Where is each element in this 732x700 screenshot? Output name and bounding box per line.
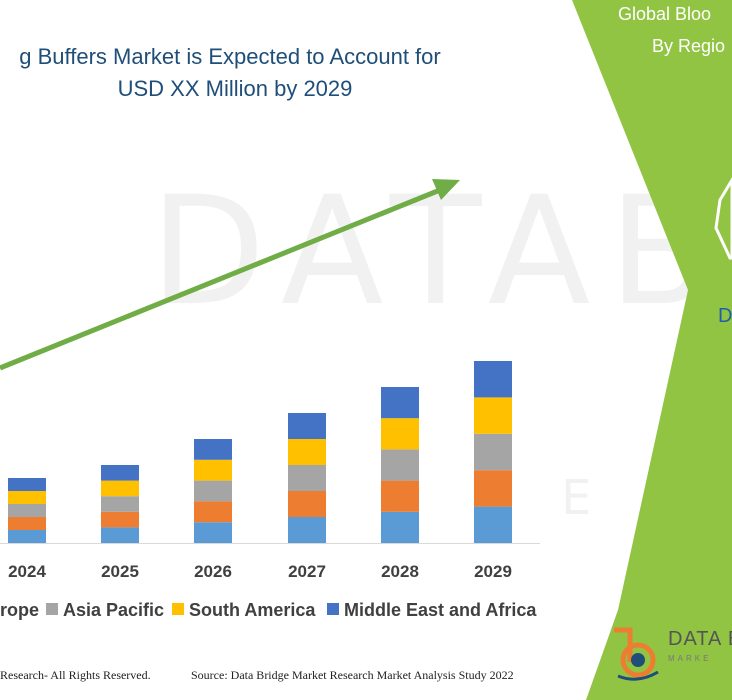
legend-label-europe: rope xyxy=(0,600,40,620)
bar-2027-series-1 xyxy=(288,491,326,517)
legend-item-asia-pacific: Asia Pacific xyxy=(46,600,164,621)
bar-2029-series-0 xyxy=(474,506,512,543)
bar-2029-series-4 xyxy=(474,361,512,398)
side-partial-letter: D xyxy=(718,305,732,327)
bar-2025-series-3 xyxy=(101,480,139,497)
bar-2027-series-4 xyxy=(288,413,326,439)
bar-2029-series-3 xyxy=(474,397,512,434)
side-title-line1: Global Bloo xyxy=(618,4,712,24)
logo-text: DATA B xyxy=(668,628,732,650)
bar-2026-series-0 xyxy=(194,522,232,543)
chart-title-line1: g Buffers Market is Expected to Account … xyxy=(19,44,441,69)
bar-2026-series-2 xyxy=(194,480,232,502)
bar-2028-series-3 xyxy=(381,418,419,450)
footer-copyright: Research- All Rights Reserved. xyxy=(0,668,151,682)
bar-2027-series-3 xyxy=(288,439,326,465)
databridge-logo-icon xyxy=(614,627,659,681)
side-title-line2: By Regio xyxy=(652,36,726,56)
bar-2026-series-4 xyxy=(194,439,232,460)
bar-2026-series-3 xyxy=(194,459,232,481)
bar-2024-series-4 xyxy=(8,478,46,491)
legend-swatch-middle-east-africa xyxy=(327,603,339,615)
bar-2028-series-1 xyxy=(381,480,419,512)
x-tick-label-2027: 2027 xyxy=(288,562,326,581)
bars-group xyxy=(8,361,512,543)
x-tick-label-2024: 2024 xyxy=(8,562,46,581)
bar-2027-series-2 xyxy=(288,465,326,491)
bar-2028-series-4 xyxy=(381,387,419,419)
bar-2025-series-2 xyxy=(101,496,139,512)
legend-swatch-south-america xyxy=(172,603,184,615)
trend-arrow xyxy=(0,179,460,371)
bar-2028-series-2 xyxy=(381,449,419,481)
bar-2026-series-1 xyxy=(194,501,232,523)
bar-2025-series-4 xyxy=(101,465,139,481)
bar-2024-series-1 xyxy=(8,517,46,530)
legend-label-south-america: South America xyxy=(189,600,316,620)
legend-label-asia-pacific: Asia Pacific xyxy=(63,600,165,620)
footer-source: Source: Data Bridge Market Research Mark… xyxy=(191,668,514,682)
legend-item-south-america: South America xyxy=(172,600,315,621)
x-tick-label-2029: 2029 xyxy=(474,562,512,581)
legend-item-middle-east-africa: Middle East and Africa xyxy=(327,600,536,621)
bar-2024-series-3 xyxy=(8,491,46,504)
bar-2029-series-1 xyxy=(474,470,512,507)
bar-2028-series-0 xyxy=(381,511,419,543)
bar-2024-series-2 xyxy=(8,504,46,517)
trend-arrow-line xyxy=(0,187,441,371)
legend-swatch-asia-pacific xyxy=(46,603,58,615)
x-tick-label-2028: 2028 xyxy=(381,562,419,581)
x-tick-label-2025: 2025 xyxy=(101,562,139,581)
bar-2025-series-1 xyxy=(101,511,139,528)
x-tick-label-2026: 2026 xyxy=(194,562,232,581)
bar-2025-series-0 xyxy=(101,527,139,543)
chart-title-line2: USD XX Million by 2029 xyxy=(117,76,353,101)
bar-2029-series-2 xyxy=(474,433,512,471)
x-ticks-group: 2024 2025 2026 2027 2028 2029 xyxy=(8,562,512,581)
bar-2027-series-0 xyxy=(288,517,326,543)
trend-arrow-head-icon xyxy=(432,179,460,200)
legend-label-middle-east-africa: Middle East and Africa xyxy=(344,600,537,620)
bar-2024-series-0 xyxy=(8,530,46,543)
legend-item-europe: rope xyxy=(0,600,39,621)
logo-subtext: MARKE xyxy=(668,654,712,663)
